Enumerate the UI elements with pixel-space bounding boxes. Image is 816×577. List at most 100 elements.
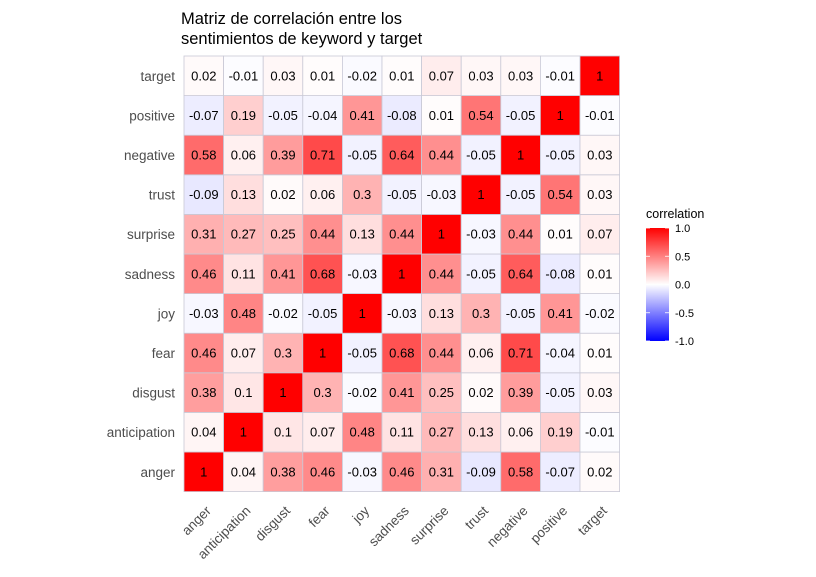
cell-value-label: 0.19: [231, 108, 256, 123]
cell-value-label: 0.54: [548, 187, 573, 202]
cell-value-label: 1: [279, 385, 286, 400]
heatmap-cell-disgust-sadness: [262, 253, 304, 294]
heatmap-cell-target-negative: [579, 134, 620, 176]
cell-value-label: 0.03: [508, 68, 533, 83]
cell-value-label: 0.27: [231, 227, 256, 242]
cell-value-label: 1: [359, 306, 366, 321]
heatmap-cell-sadness-anticipation: [381, 411, 422, 453]
legend-colorbar: [646, 228, 669, 341]
heatmap-cell-trust-fear: [460, 332, 502, 374]
cell-value-label: 0.38: [270, 464, 295, 479]
cell-value-label: 0.3: [472, 306, 490, 321]
heatmap-cell-surprise-trust: [421, 174, 462, 215]
cell-value-label: 0.04: [191, 425, 216, 440]
heatmap-cell-positive-target: [540, 55, 581, 96]
heatmap-cell-anticipation-negative: [223, 134, 264, 176]
heatmap-cell-sadness-sadness: [381, 253, 422, 294]
cell-value-label: 1: [477, 187, 484, 202]
cell-value-label: -0.04: [308, 108, 338, 123]
cell-value-label: 0.01: [587, 346, 612, 361]
heatmap-cell-trust-positive: [460, 95, 502, 136]
cell-value-label: 0.44: [429, 346, 454, 361]
cell-value-label: 0.54: [468, 108, 493, 123]
heatmap-cell-target-trust: [579, 174, 620, 215]
cell-value-label: -0.01: [585, 425, 615, 440]
cell-value-label: -0.01: [585, 108, 615, 123]
cell-value-label: 0.46: [191, 266, 216, 281]
cell-value-label: 0.58: [508, 464, 533, 479]
cell-value-label: 0.07: [587, 227, 612, 242]
heatmap-cell-negative-target: [500, 55, 541, 96]
cell-value-label: -0.05: [268, 108, 298, 123]
heatmap-cell-fear-negative: [302, 134, 343, 176]
cell-value-label: 0.44: [389, 227, 414, 242]
heatmap-cell-negative-fear: [500, 332, 541, 374]
cell-value-label: 1: [200, 464, 207, 479]
y-tick-label-disgust: disgust: [132, 386, 175, 401]
cell-value-label: 0.07: [310, 425, 335, 440]
heatmap-cell-disgust-anger: [262, 451, 304, 492]
cell-value-label: 0.71: [508, 346, 533, 361]
cell-value-label: 1: [517, 148, 524, 163]
heatmap-cell-anger-anticipation: [183, 411, 224, 453]
cell-value-label: 0.38: [191, 385, 216, 400]
heatmap-cell-surprise-fear: [421, 332, 462, 374]
y-tick-label-sadness: sadness: [125, 267, 176, 282]
cell-value-label: -0.03: [347, 464, 377, 479]
heatmap-cell-target-sadness: [579, 253, 620, 294]
cell-value-label: -0.05: [466, 266, 496, 281]
heatmap-cell-joy-fear: [341, 332, 383, 374]
cell-value-label: 0.31: [429, 464, 454, 479]
heatmap-cell-anticipation-sadness: [223, 253, 264, 294]
heatmap-cell-anger-joy: [183, 293, 224, 334]
cell-value-label: -0.05: [347, 148, 377, 163]
cell-value-label: 0.06: [310, 187, 335, 202]
legend-tick-label: -0.5: [675, 308, 694, 320]
chart-title-line-2: sentimientos de keyword y target: [181, 30, 423, 48]
heatmap-cell-negative-sadness: [500, 253, 541, 294]
cell-value-label: 0.13: [231, 187, 256, 202]
heatmap-cell-anger-trust: [183, 174, 224, 215]
heatmap-cell-trust-anticipation: [460, 411, 502, 453]
cell-value-label: 0.01: [389, 68, 414, 83]
heatmap-cell-anticipation-anticipation: [223, 411, 264, 453]
cell-value-label: 0.44: [508, 227, 533, 242]
cell-value-label: 0.46: [389, 464, 414, 479]
cell-value-label: -0.05: [387, 187, 417, 202]
cell-value-label: 0.44: [429, 148, 454, 163]
x-tick-label-surprise: surprise: [407, 503, 452, 548]
heatmap-cell-positive-joy: [540, 293, 581, 334]
cell-value-label: -0.02: [347, 68, 377, 83]
cell-value-label: 0.71: [310, 148, 335, 163]
cell-value-label: 1: [557, 108, 564, 123]
x-tick-label-target: target: [575, 503, 610, 538]
y-tick-label-positive: positive: [129, 108, 175, 123]
cell-value-label: 1: [240, 425, 247, 440]
y-tick-label-joy: joy: [157, 306, 176, 321]
cell-value-label: 1: [438, 227, 445, 242]
cell-value-label: 0.03: [270, 68, 295, 83]
heatmap-cell-fear-disgust: [302, 372, 343, 413]
heatmap-cell-anger-sadness: [183, 253, 224, 294]
cell-value-label: 0.13: [350, 227, 375, 242]
cell-value-label: -0.03: [466, 227, 496, 242]
cell-value-label: 0.01: [548, 227, 573, 242]
heatmap-cell-target-fear: [579, 332, 620, 374]
cell-value-label: 0.19: [548, 425, 573, 440]
heatmap-cell-trust-sadness: [460, 253, 502, 294]
y-tick-label-negative: negative: [124, 148, 175, 163]
heatmap-cell-joy-joy: [341, 293, 383, 334]
heatmap-cell-negative-positive: [500, 95, 541, 136]
heatmap-cell-anticipation-target: [223, 55, 264, 96]
heatmap-cell-anger-negative: [183, 134, 224, 176]
cell-value-label: -0.09: [189, 187, 219, 202]
cell-value-label: 0.02: [270, 187, 295, 202]
cell-value-label: 1: [398, 266, 405, 281]
heatmap-cell-fear-trust: [302, 174, 343, 215]
heatmap-cell-surprise-negative: [421, 134, 462, 176]
cell-value-label: 0.41: [350, 108, 375, 123]
cell-value-label: 0.68: [389, 346, 414, 361]
heatmap-cell-positive-disgust: [540, 372, 581, 413]
y-axis-tick-labels: anger anticipation disgust fear joy sadness su…: [107, 69, 176, 480]
